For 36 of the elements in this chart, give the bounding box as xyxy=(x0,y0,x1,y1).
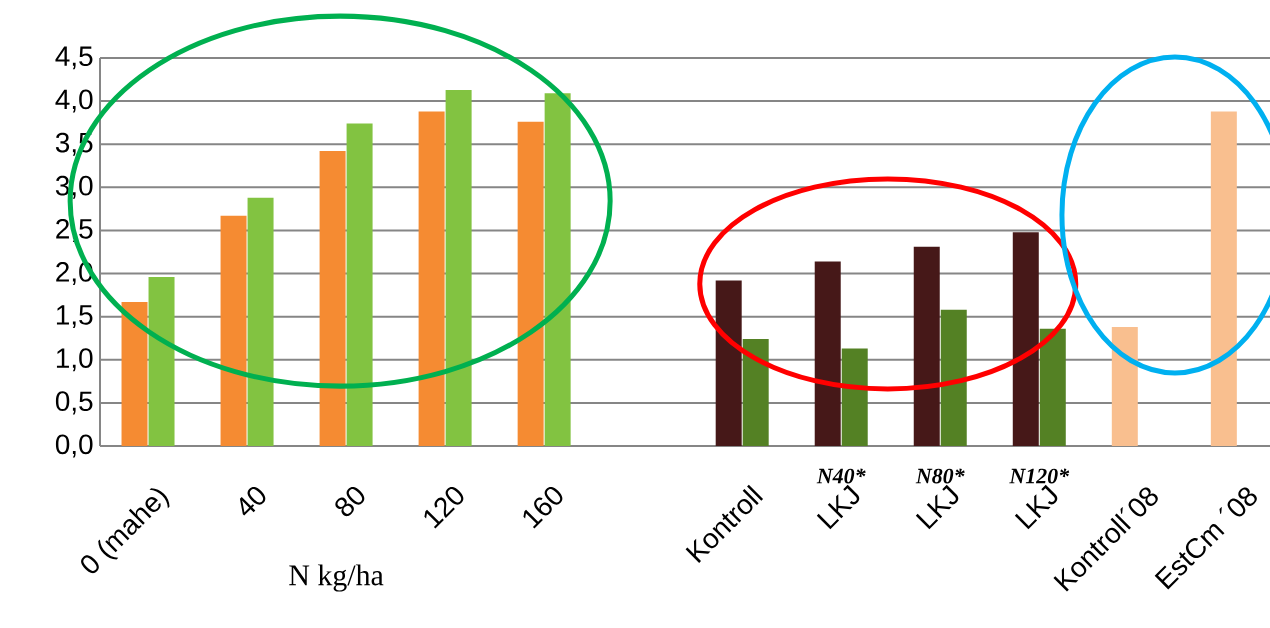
x-tick-label: 160 xyxy=(523,486,563,529)
bar xyxy=(841,348,868,446)
bar xyxy=(1111,327,1138,446)
text: N120* xyxy=(1009,468,1070,484)
bar xyxy=(319,151,346,446)
bar xyxy=(121,302,148,446)
bar xyxy=(814,261,841,446)
y-tick-label: 0,0 xyxy=(55,434,93,458)
y-tick-label: 4,5 xyxy=(55,46,93,70)
bar xyxy=(1012,232,1039,446)
y-tick-label: 1,5 xyxy=(56,305,93,329)
bar xyxy=(913,246,940,446)
bar xyxy=(517,121,544,446)
bar xyxy=(742,339,769,446)
y-tick-label: 4,0 xyxy=(55,89,93,113)
bar xyxy=(1210,111,1237,446)
bar xyxy=(715,280,742,446)
x-tick-label: 80 xyxy=(335,486,365,517)
bar xyxy=(544,93,571,446)
x-tick-label: 120 xyxy=(424,486,464,529)
bar xyxy=(247,197,274,446)
x-tick-label: LKJ xyxy=(915,484,959,530)
bar xyxy=(418,111,445,446)
bar xyxy=(1039,328,1066,446)
bar xyxy=(148,277,175,446)
y-tick-label: 1,0 xyxy=(56,348,93,372)
x-tick-label: LKJ xyxy=(816,484,860,530)
x-tick-label: 40 xyxy=(239,486,266,516)
bar xyxy=(940,309,967,446)
bar xyxy=(346,123,373,446)
bar xyxy=(220,215,247,446)
bar xyxy=(445,89,472,446)
text: N40* xyxy=(816,468,866,484)
y-tick-label: 0,5 xyxy=(55,391,93,415)
text: N80* xyxy=(915,468,965,484)
text: N kg/ha xyxy=(289,564,384,592)
